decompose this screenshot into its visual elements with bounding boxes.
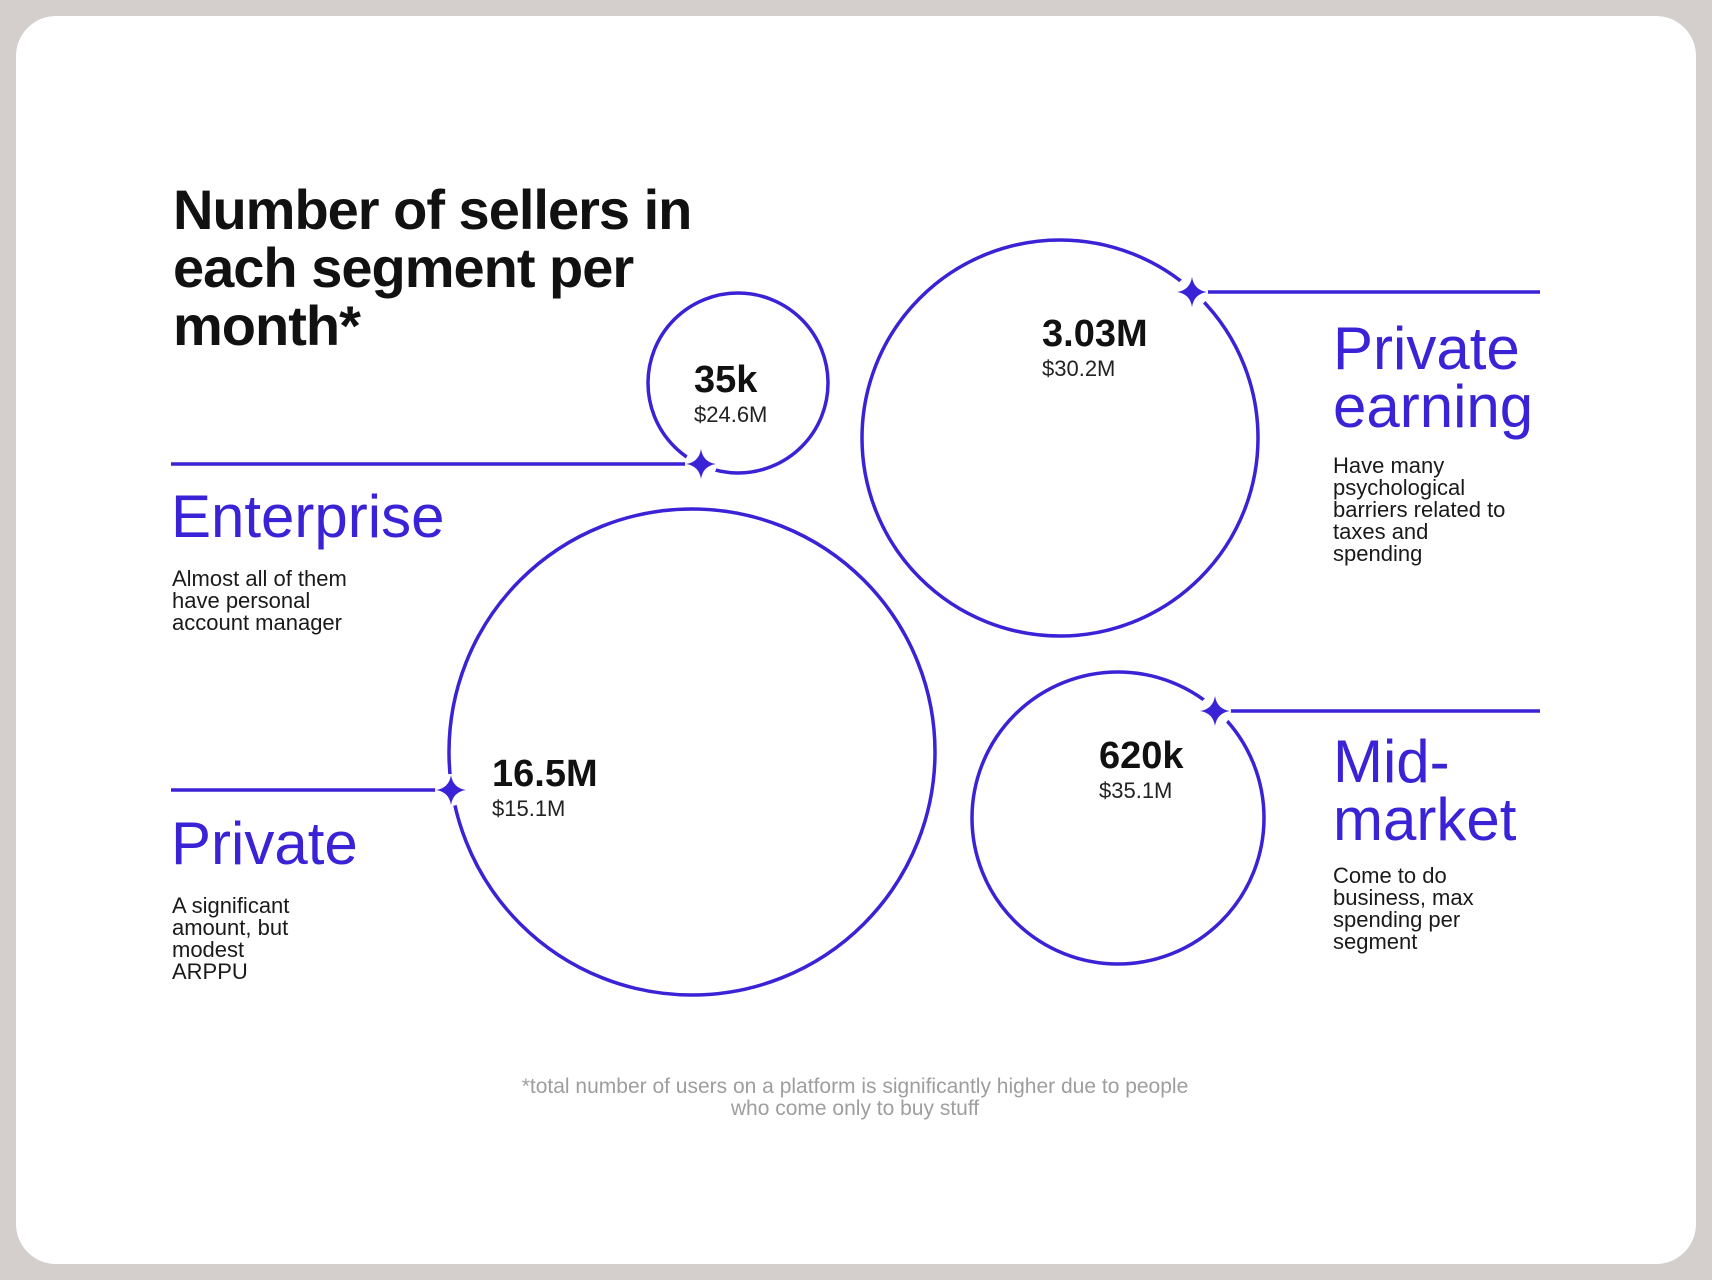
private-count: 16.5M [492,753,598,795]
private-star-icon [436,775,466,805]
page-title: Number of sellers in each segment per mo… [173,178,692,357]
private-circle [447,507,937,997]
enterprise-circle [646,291,830,475]
private-earning-revenue: $30.2M [1042,356,1116,381]
mid-market-description: Come to do business, max spending per se… [1333,863,1474,954]
private-revenue: $15.1M [492,796,566,821]
enterprise-star-icon [686,449,716,479]
enterprise-label: Enterprise [171,483,445,550]
enterprise-description: Almost all of them have personal account… [172,566,347,635]
private-earning-count: 3.03M [1042,313,1148,355]
mid-market-circle [970,670,1266,966]
mid-market-star-icon [1200,696,1230,726]
private-earning-label: Private earning [1333,315,1534,440]
private-label: Private [171,810,358,877]
enterprise-revenue: $24.6M [694,402,768,427]
mid-market-count: 620k [1099,735,1184,777]
footnote: *total number of users on a platform is … [521,1075,1189,1120]
private-earning-metric: 3.03M $30.2M [1042,314,1148,382]
enterprise-metric: 35k $24.6M [694,360,767,428]
mid-market-metric: 620k $35.1M [1099,736,1184,804]
private-metric: 16.5M $15.1M [492,754,598,822]
private-earning-circle [860,238,1260,638]
mid-market-revenue: $35.1M [1099,778,1173,803]
private-description: A significant amount, but modest ARPPU [172,893,290,984]
mid-market-label: Mid-market [1333,728,1517,853]
private-earning-description: Have many psychological barriers related… [1333,453,1506,566]
private-earning-star-icon [1177,277,1207,307]
infographic-card [16,16,1696,1264]
enterprise-count: 35k [694,359,758,401]
